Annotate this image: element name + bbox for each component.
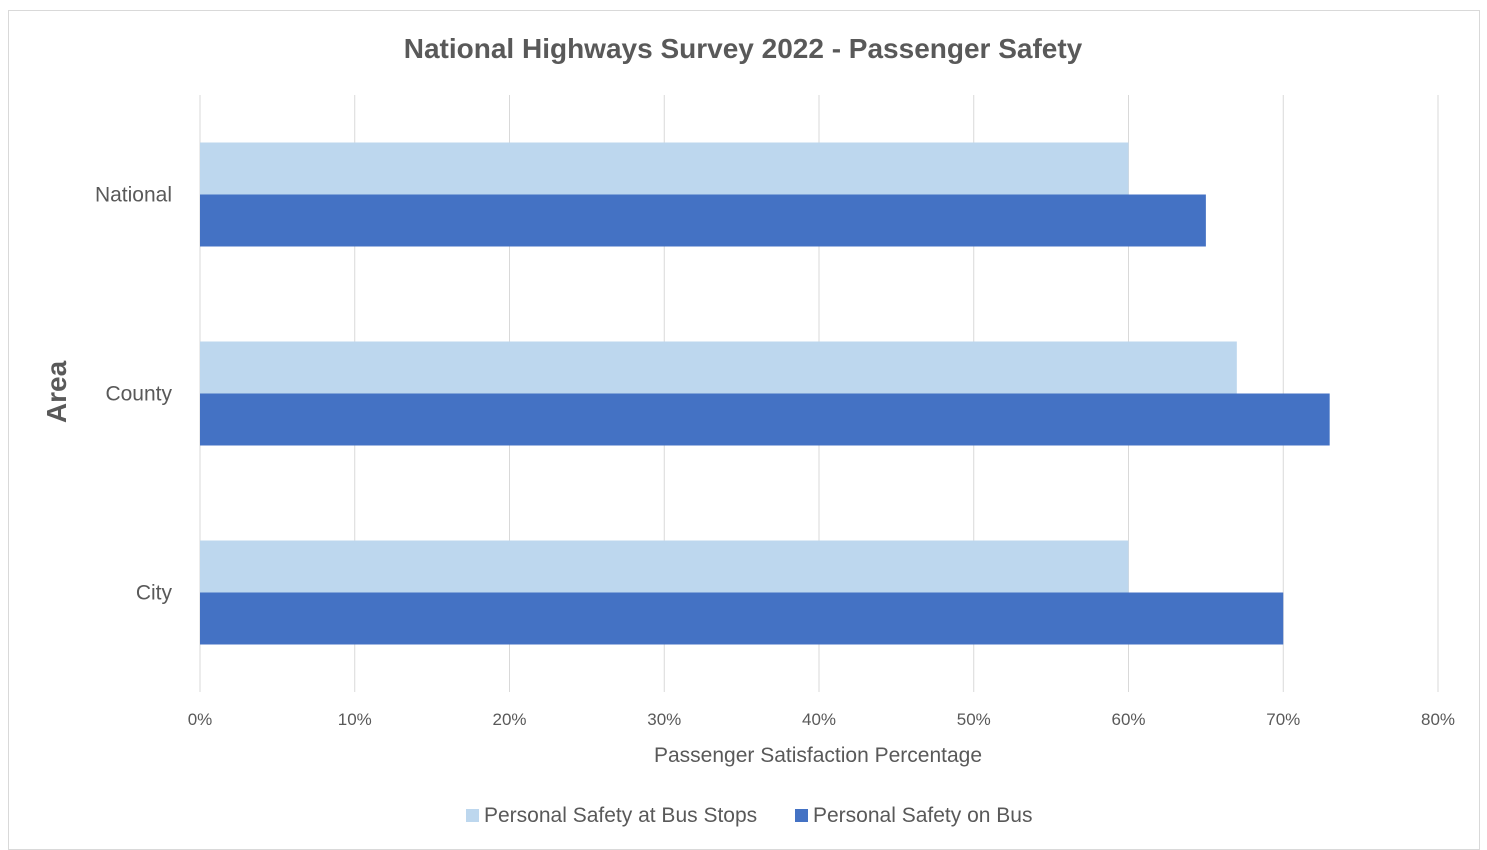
x-tick-label: 80% <box>1421 710 1455 729</box>
y-category-label: City <box>136 582 173 605</box>
legend-label: Personal Safety at Bus Stops <box>484 804 757 827</box>
bar <box>200 341 1237 394</box>
legend-swatch <box>795 809 808 822</box>
legend-label: Personal Safety on Bus <box>813 804 1032 827</box>
x-tick-label: 50% <box>957 710 991 729</box>
y-axis-title: Area <box>41 360 72 423</box>
legend-swatch <box>466 809 479 822</box>
x-tick-label: 70% <box>1266 710 1300 729</box>
x-tick-label: 0% <box>188 710 213 729</box>
x-tick-label: 30% <box>647 710 681 729</box>
bar <box>200 540 1129 593</box>
y-category-label: National <box>95 184 172 207</box>
y-axis-categories: National County City <box>95 184 173 605</box>
chart-title: National Highways Survey 2022 - Passenge… <box>404 33 1083 64</box>
x-axis-ticks: 0% 10% 20% 30% 40% 50% 60% 70% 80% <box>188 710 1455 729</box>
bar <box>200 194 1206 247</box>
legend: Personal Safety at Bus Stops Personal Saf… <box>466 804 1032 827</box>
x-tick-label: 20% <box>492 710 526 729</box>
bar <box>200 592 1284 645</box>
y-category-label: County <box>105 383 172 406</box>
bars <box>200 142 1330 645</box>
bar <box>200 142 1129 195</box>
x-axis-title: Passenger Satisfaction Percentage <box>654 744 982 767</box>
bar <box>200 393 1330 446</box>
x-tick-label: 60% <box>1111 710 1145 729</box>
x-tick-label: 10% <box>338 710 372 729</box>
x-tick-label: 40% <box>802 710 836 729</box>
